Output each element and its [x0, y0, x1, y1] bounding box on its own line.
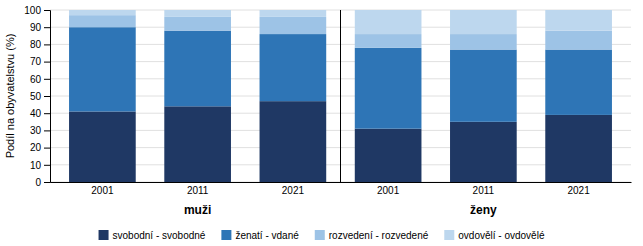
- bar: [164, 31, 231, 107]
- tick: 0: [35, 177, 50, 188]
- section-label: ženy: [470, 203, 497, 217]
- legend-swatch: [444, 230, 454, 240]
- bar: [545, 50, 612, 115]
- y-axis: 0 10 20 30 40 50 60 70 80 90 100: [24, 5, 50, 188]
- tick-label: 80: [30, 39, 42, 50]
- legend-swatch: [221, 230, 231, 240]
- tick-mark: [44, 10, 50, 11]
- legend-swatch: [99, 230, 109, 240]
- tick-mark: [44, 44, 50, 45]
- chart: 0102030405060708090100200120112021200120…: [0, 0, 643, 246]
- legend: svobodní - svobodné ženatí - vdané rozvede…: [99, 230, 545, 241]
- tick: 2021: [282, 182, 305, 196]
- tick: 20: [30, 142, 50, 153]
- tick: 40: [30, 108, 50, 119]
- axis-line: [51, 182, 632, 183]
- legend-item: ovdovělí - ovdovělé: [444, 230, 545, 241]
- legend-label: ženatí - vdané: [235, 230, 299, 241]
- tick-mark: [44, 165, 50, 166]
- tick: 2001: [91, 182, 114, 196]
- tick: 2001: [377, 182, 400, 196]
- tick: 80: [30, 39, 50, 50]
- tick: 100: [24, 5, 50, 16]
- bars: [69, 10, 612, 182]
- x-axis: 2001 2011 2021 2001 2011 2021: [51, 182, 632, 196]
- bar: [450, 122, 517, 182]
- tick: 10: [30, 160, 50, 171]
- tick-mark: [44, 62, 50, 63]
- tick-label: 10: [30, 160, 42, 171]
- bar: [260, 34, 327, 101]
- bar: [164, 106, 231, 182]
- tick-label: 100: [24, 5, 41, 16]
- legend-label: svobodní - svobodné: [113, 230, 206, 241]
- bar: [450, 34, 517, 49]
- tick-mark: [44, 182, 50, 183]
- bar: [69, 111, 136, 182]
- tick-label: 90: [30, 22, 42, 33]
- tick: 2021: [567, 182, 590, 196]
- tick-mark: [44, 130, 50, 131]
- tick-label: 20: [30, 142, 42, 153]
- tick-label: 60: [30, 74, 42, 85]
- group-separator: [340, 10, 341, 182]
- tick-mark: [44, 79, 50, 80]
- bar: [69, 15, 136, 27]
- tick-mark: [44, 148, 50, 149]
- tick: 30: [30, 125, 50, 136]
- tick: 70: [30, 56, 50, 67]
- bar: [355, 34, 422, 48]
- legend-swatch: [315, 230, 325, 240]
- tick-mark: [44, 113, 50, 114]
- tick-label: 2001: [91, 185, 114, 196]
- bar: [355, 48, 422, 129]
- bar: [164, 17, 231, 31]
- plot: 0102030405060708090100200120112021200120…: [4, 5, 632, 217]
- bar: [260, 17, 327, 34]
- tick-label: 40: [30, 108, 42, 119]
- bar: [450, 50, 517, 122]
- axis-line: [44, 11, 51, 183]
- bar: [260, 10, 327, 17]
- tick: 50: [30, 91, 50, 102]
- bar: [545, 115, 612, 182]
- legend-item: svobodní - svobodné: [99, 230, 206, 241]
- tick: 90: [30, 22, 50, 33]
- axis-title: Podíl na obyvatelstvu (%): [4, 34, 16, 159]
- tick-mark: [44, 96, 50, 97]
- bar: [355, 10, 422, 34]
- tick-label: 2021: [567, 185, 590, 196]
- legend-item: rozvedení - rozvedené: [315, 230, 429, 241]
- tick: 2011: [473, 182, 495, 196]
- tick-label: 2011: [187, 185, 209, 196]
- tick-label: 0: [35, 177, 41, 188]
- legend-item: ženatí - vdané: [221, 230, 299, 241]
- bar: [260, 101, 327, 182]
- tick-label: 2021: [282, 185, 305, 196]
- tick: 60: [30, 74, 50, 85]
- bar: [69, 27, 136, 111]
- bar: [164, 10, 231, 17]
- tick-label: 70: [30, 56, 42, 67]
- tick: 2011: [187, 182, 209, 196]
- tick-label: 2001: [377, 185, 400, 196]
- bar: [69, 10, 136, 15]
- bar: [545, 31, 612, 50]
- grid: [50, 10, 631, 182]
- section-label: muži: [184, 203, 211, 217]
- tick-label: 30: [30, 125, 42, 136]
- bar: [355, 129, 422, 182]
- tick-mark: [44, 27, 50, 28]
- bar: [545, 10, 612, 31]
- tick-label: 50: [30, 91, 42, 102]
- bar: [450, 10, 517, 34]
- legend-label: ovdovělí - ovdovělé: [458, 230, 545, 241]
- legend-label: rozvedení - rozvedené: [329, 230, 429, 241]
- tick-label: 2011: [473, 185, 495, 196]
